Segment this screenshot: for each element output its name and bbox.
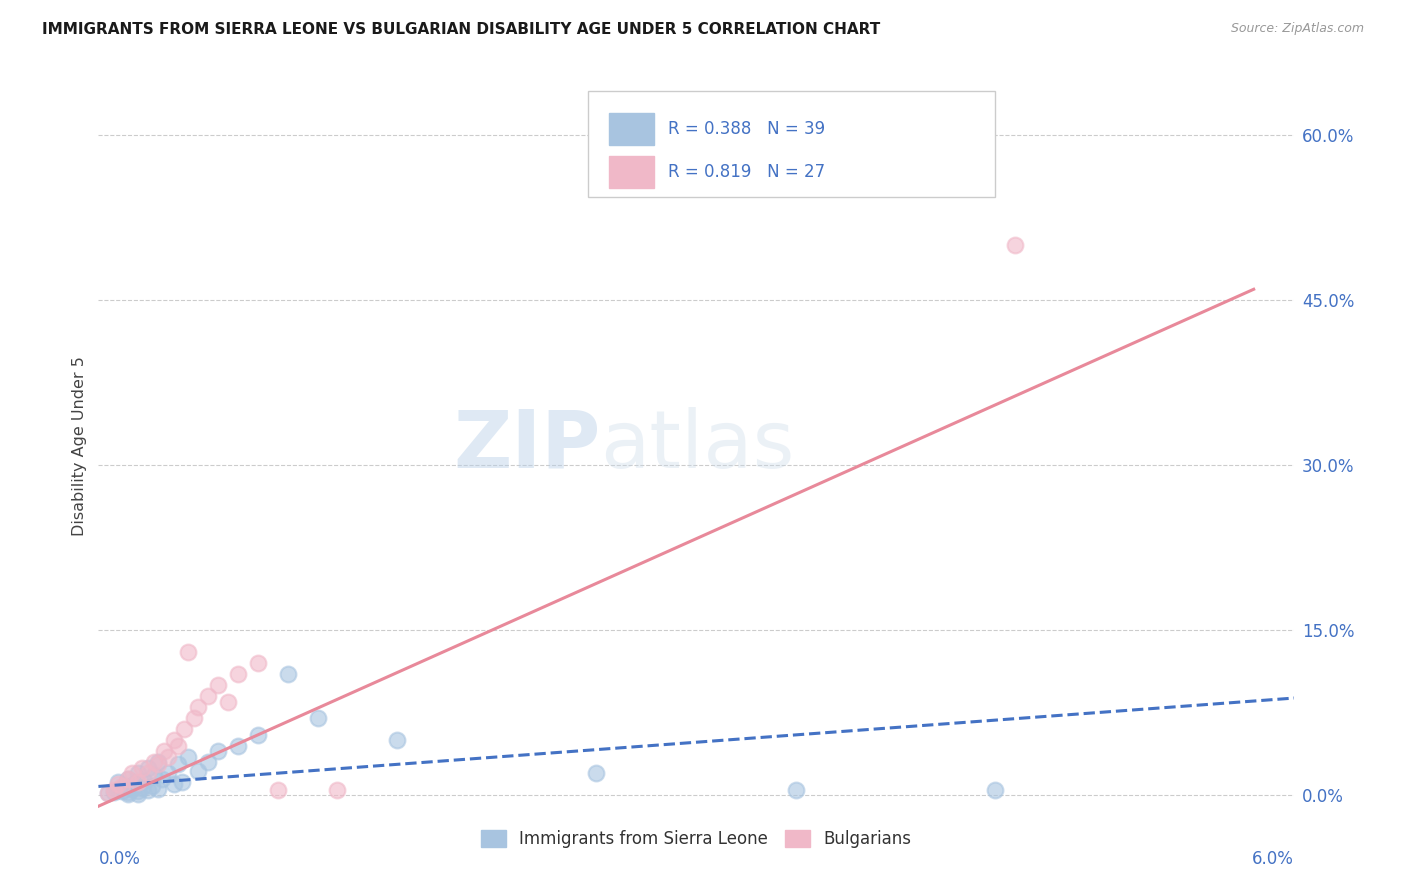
Point [167, 739, 190, 753]
Point [136, 766, 159, 780]
Point [121, 781, 143, 796]
Text: Source: ZipAtlas.com: Source: ZipAtlas.com [1230, 22, 1364, 36]
Point [136, 782, 159, 797]
Point [127, 766, 149, 780]
Point [107, 777, 129, 791]
Point [117, 785, 139, 799]
Point [267, 782, 290, 797]
Bar [609, 155, 654, 188]
Text: IMMIGRANTS FROM SIERRA LEONE VS BULGARIAN DISABILITY AGE UNDER 5 CORRELATION CHA: IMMIGRANTS FROM SIERRA LEONE VS BULGARIA… [42, 22, 880, 37]
Text: 0.0%: 0.0% [98, 850, 141, 868]
Text: R = 0.819   N = 27: R = 0.819 N = 27 [668, 162, 825, 181]
Text: atlas: atlas [600, 407, 794, 485]
Point [107, 782, 129, 797]
Point [153, 744, 176, 758]
Point [143, 768, 166, 782]
Bar [609, 113, 654, 145]
Point [226, 667, 249, 681]
Point [148, 781, 170, 796]
Point [163, 733, 186, 747]
Point [112, 780, 135, 794]
Point [157, 766, 180, 780]
Point [326, 782, 349, 797]
Point [197, 690, 219, 704]
Point [111, 780, 134, 794]
Point [103, 782, 125, 797]
Point [226, 739, 249, 753]
Point [157, 749, 180, 764]
Y-axis label: Disability Age Under 5: Disability Age Under 5 [72, 356, 87, 536]
Point [131, 780, 153, 795]
Point [127, 784, 149, 798]
Point [124, 777, 146, 791]
Legend: Immigrants from Sierra Leone, Bulgarians: Immigrants from Sierra Leone, Bulgarians [474, 823, 918, 855]
Point [117, 787, 139, 801]
Text: R = 0.388   N = 39: R = 0.388 N = 39 [668, 120, 825, 138]
Point [207, 744, 229, 758]
Point [131, 761, 153, 775]
Point [177, 749, 200, 764]
Point [187, 700, 209, 714]
Point [97, 786, 120, 800]
Point [246, 728, 269, 742]
Point [143, 756, 166, 770]
Point [111, 784, 134, 798]
Point [172, 775, 194, 789]
Point [163, 777, 186, 791]
Point [187, 764, 209, 778]
Point [167, 757, 190, 772]
Point [107, 775, 129, 789]
Point [121, 766, 143, 780]
Point [103, 785, 125, 799]
Point [141, 780, 163, 794]
Point [136, 761, 159, 775]
FancyBboxPatch shape [589, 91, 995, 197]
Point [1004, 238, 1026, 252]
Point [207, 678, 229, 692]
Point [277, 667, 299, 681]
Point [984, 782, 1007, 797]
Point [148, 757, 170, 772]
Point [785, 782, 807, 797]
Point [307, 711, 329, 725]
Point [134, 773, 156, 788]
Point [217, 695, 239, 709]
Point [385, 733, 409, 747]
Point [173, 723, 195, 737]
Point [585, 766, 607, 780]
Text: ZIP: ZIP [453, 407, 600, 485]
Point [127, 775, 149, 789]
Point [117, 772, 139, 786]
Point [117, 772, 139, 786]
Point [127, 787, 149, 801]
Point [246, 657, 269, 671]
Point [97, 786, 120, 800]
Point [150, 772, 173, 786]
Point [177, 645, 200, 659]
Point [148, 756, 170, 770]
Point [197, 756, 219, 770]
Text: 6.0%: 6.0% [1251, 850, 1294, 868]
Point [183, 711, 205, 725]
